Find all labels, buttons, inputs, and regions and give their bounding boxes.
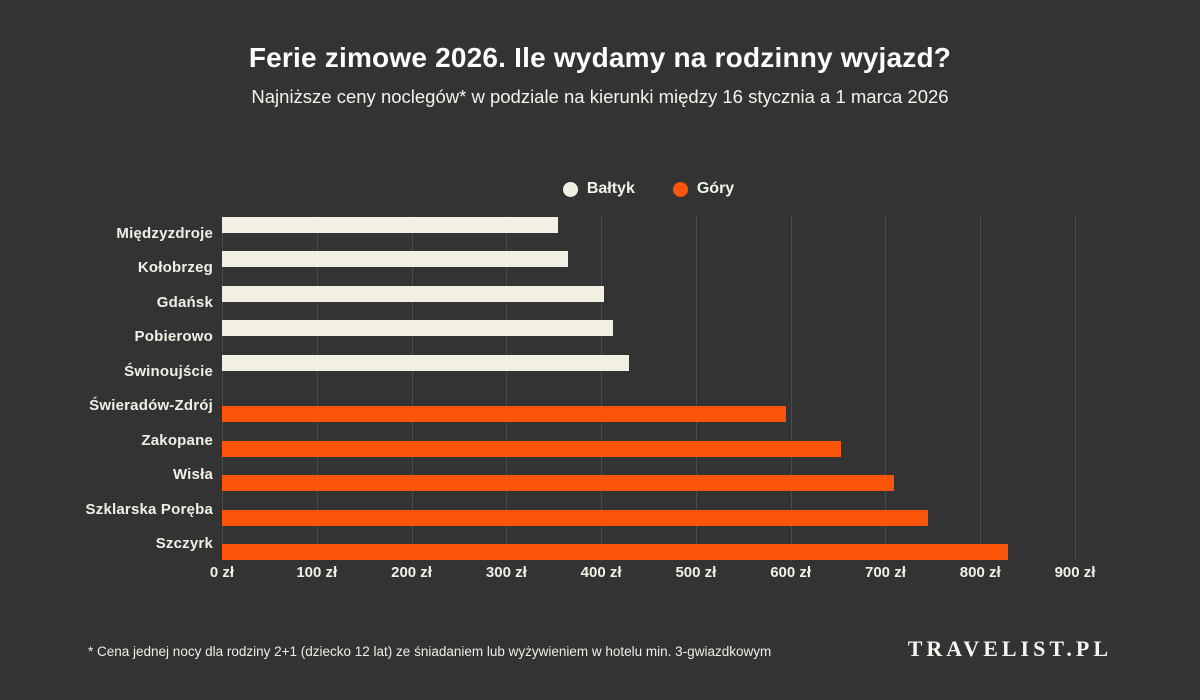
bar-chart: Międzyzdroje Kołobrzeg Gdańsk Pobierowo Świn… xyxy=(0,216,1200,561)
category-label: Świeradów-Zdrój xyxy=(89,397,213,415)
bar-track xyxy=(222,320,1075,355)
gridline-900 xyxy=(1075,216,1076,561)
bar-baltyk xyxy=(222,320,614,337)
bar-track xyxy=(222,423,1075,458)
gridline-0 xyxy=(222,216,223,561)
legend-label-gory: Góry xyxy=(696,180,735,197)
gridline-200 xyxy=(411,216,413,561)
chart-row: Wisła xyxy=(0,458,1200,493)
bar-track xyxy=(222,354,1075,389)
bar-gory xyxy=(222,475,894,492)
category-label: Świnoujście xyxy=(124,362,213,380)
chart-rows: Międzyzdroje Kołobrzeg Gdańsk Pobierowo Świn… xyxy=(0,216,1200,561)
chart-row: Międzyzdroje xyxy=(0,216,1200,251)
travelist-logo: TRAVELIST.PL xyxy=(907,636,1112,661)
bar-gory xyxy=(222,509,929,526)
chart-row: Szczyrk xyxy=(0,527,1200,562)
gory-dot-icon xyxy=(672,181,688,197)
legend-item-baltyk: Bałtyk xyxy=(562,180,635,198)
chart-row: Pobierowo xyxy=(0,320,1200,355)
bar-track xyxy=(222,251,1075,286)
chart-row: Świeradów-Zdrój xyxy=(0,389,1200,424)
x-tick-100: 100 zł xyxy=(296,564,338,581)
bar-baltyk xyxy=(222,216,559,233)
x-tick-600: 600 zł xyxy=(770,564,812,581)
x-tick-500: 500 zł xyxy=(675,564,717,581)
gridline-100 xyxy=(316,216,318,561)
bar-gory xyxy=(222,544,1008,561)
gridline-layer xyxy=(222,216,1076,561)
gridline-300 xyxy=(506,216,508,561)
x-axis-ticks: 0 zł 100 zł 200 zł 300 zł 400 zł 500 zł 600 zł… xyxy=(210,564,1096,584)
chart-row: Świnoujście xyxy=(0,354,1200,389)
gridline-400 xyxy=(601,216,603,561)
chart-row: Zakopane xyxy=(0,423,1200,458)
bar-track xyxy=(222,527,1075,562)
x-tick-800: 800 zł xyxy=(959,564,1001,581)
chart-row: Kołobrzeg xyxy=(0,251,1200,286)
x-tick-400: 400 zł xyxy=(580,564,622,581)
x-tick-700: 700 zł xyxy=(865,564,906,581)
category-label: Szczyrk xyxy=(155,535,213,553)
bar-baltyk xyxy=(222,354,629,371)
bar-track xyxy=(222,458,1075,493)
bar-track xyxy=(222,285,1075,320)
legend-item-gory: Góry xyxy=(672,180,735,198)
footnote: * Cena jednej nocy dla rodziny 2+1 (dzie… xyxy=(88,644,772,659)
x-tick-300: 300 zł xyxy=(485,564,527,581)
category-label: Międzyzdroje xyxy=(116,224,213,242)
bar-track xyxy=(222,389,1075,424)
category-label: Zakopane xyxy=(141,431,213,449)
category-label: Pobierowo xyxy=(134,328,213,346)
category-label: Wisła xyxy=(172,466,213,484)
x-tick-900: 900 zł xyxy=(1054,564,1096,581)
bar-gory xyxy=(222,406,786,423)
category-label: Kołobrzeg xyxy=(137,259,213,277)
gridline-500 xyxy=(695,216,697,561)
bar-track xyxy=(222,492,1075,527)
bar-baltyk xyxy=(222,251,568,268)
gridline-700 xyxy=(885,216,887,561)
x-tick-200: 200 zł xyxy=(391,564,432,581)
bar-track xyxy=(222,216,1075,251)
gridline-800 xyxy=(980,216,982,561)
bar-baltyk xyxy=(222,285,604,302)
gridline-600 xyxy=(790,216,792,561)
page-subtitle: Najniższe ceny noclegów* w podziale na k… xyxy=(251,86,949,107)
chart-legend: Bałtyk Góry xyxy=(222,180,1075,198)
legend-label-baltyk: Bałtyk xyxy=(586,180,635,197)
bar-gory xyxy=(222,440,841,457)
chart-row: Szklarska Poręba xyxy=(0,492,1200,527)
category-label: Szklarska Poręba xyxy=(85,500,213,518)
chart-row: Gdańsk xyxy=(0,285,1200,320)
page-title: Ferie zimowe 2026. Ile wydamy na rodzinn… xyxy=(248,42,952,73)
baltyk-dot-icon xyxy=(562,181,578,197)
x-tick-0: 0 zł xyxy=(209,564,235,581)
category-label: Gdańsk xyxy=(156,293,213,311)
